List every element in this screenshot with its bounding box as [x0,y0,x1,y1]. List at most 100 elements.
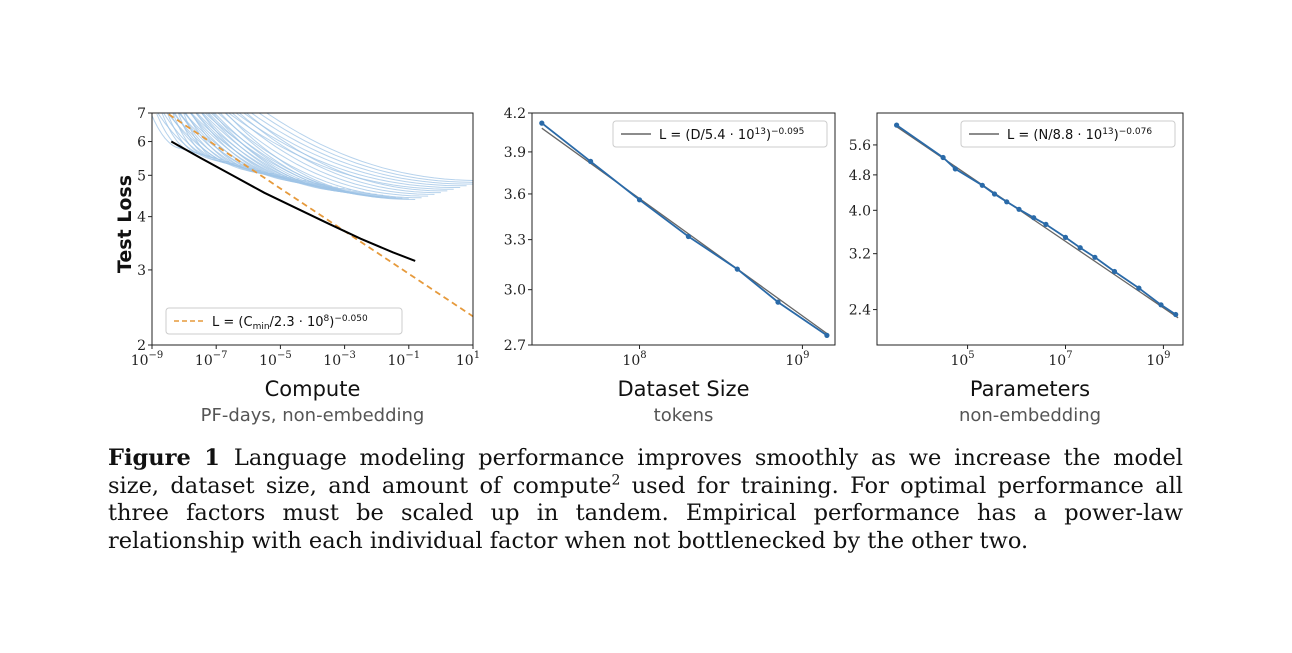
x-axis-title: Parameters [970,377,1090,401]
legend-exponent: −0.050 [334,314,368,324]
x-axis-subtitle: tokens [654,405,714,426]
caption-text-2: used for training. For optimal performan… [108,472,1183,554]
training-run-curve [152,115,185,150]
y-tick-label: 3.0 [504,283,526,299]
legend-box [960,120,1176,148]
data-point [1031,215,1037,221]
x-tick-base: 10 [622,353,640,369]
data-point [588,158,594,164]
caption-footnote: 2 [611,472,621,488]
y-tick-label: 6 [137,135,146,151]
x-axis-title: Compute [265,377,361,401]
y-tick-label: 3.2 [849,247,871,263]
y-axis-title: Test Loss [114,175,136,273]
legend-text-part: ) [1114,128,1119,143]
data-point [539,120,545,126]
x-tick-label: 10−3 [323,350,356,369]
x-tick-base: 10 [785,353,803,369]
y-tick-label: 3.9 [504,145,526,161]
x-tick-exponent: −5 [277,350,292,361]
training-run-curve [265,113,473,182]
plot-frame [876,112,1184,346]
x-tick-base: 10 [456,353,474,369]
x-tick-exponent: 5 [968,350,974,361]
x-tick-base: 10 [1048,353,1066,369]
data-series-line [896,124,1177,316]
data-point [1043,221,1049,227]
data-point [979,182,985,188]
figure-caption: Figure 1 Language modeling performance im… [108,445,1183,555]
legend-text-part: ) [329,315,334,330]
y-tick-label: 5.6 [849,138,871,154]
power-law-fit-line [541,127,828,335]
legend-label: L = (N/8.8 · 1013)−0.076 [1007,127,1152,143]
training-run-curve [231,113,435,195]
x-axis-title: Dataset Size [617,377,749,401]
parameters-panel: 105 107 1092.43.24.04.85.6Parametersnon-em… [849,112,1184,426]
legend-text-part: /2.3 · 10 [270,315,324,330]
data-point [636,197,643,203]
x-tick-base: 10 [1146,353,1164,369]
x-axis-subtitle: PF-days, non-embedding [201,405,425,426]
legend-text-part: L = (C [212,315,253,330]
data-point [952,166,958,172]
plot-frame [151,112,474,346]
x-tick-label: 108 [622,350,646,369]
data-point [1016,206,1022,212]
y-tick-label: 2 [137,338,146,354]
legend-subscript: min [253,322,270,332]
caption-label: Figure 1 [108,445,220,471]
legend-superscript: 13 [1102,127,1113,137]
compute-frontier-line [170,140,416,262]
x-tick-label: 10−7 [195,350,228,369]
y-tick-label: 2.4 [849,303,871,319]
y-tick-label: 3 [137,263,146,279]
data-point [1173,311,1179,318]
x-tick-exponent: 8 [640,350,646,361]
x-tick-label: 109 [785,350,809,369]
x-tick-label: 109 [1146,350,1170,369]
x-tick-exponent: 9 [803,350,809,361]
x-tick-label: 107 [1048,350,1072,369]
data-point [1062,234,1069,240]
x-tick-base: 10 [131,353,149,369]
y-tick-label: 4 [137,210,146,226]
compute-panel: 10−9 10−7 10−5 10−3 10−1 101234567ComputePF-d… [114,106,480,426]
y-tick-label: 4.2 [504,106,526,122]
x-tick-base: 10 [323,353,341,369]
power-law-fit-line [165,113,473,318]
caption-text-1: Language modeling performance improves s… [108,445,1183,499]
data-point [1158,302,1164,308]
legend-text-part: ) [766,128,771,143]
data-point [991,191,998,197]
x-tick-base: 10 [950,353,968,369]
y-tick-label: 4.8 [849,168,871,184]
plot-frame [531,112,836,346]
data-point [775,299,781,305]
data-point [1004,199,1010,205]
training-run-curve [250,113,473,185]
y-tick-label: 5 [137,168,146,184]
training-run-curve [242,113,467,187]
legend-text-part: L = (D/5.4 · 10 [659,128,754,143]
x-tick-exponent: −3 [341,350,356,361]
training-run-curve [227,113,454,190]
x-tick-base: 10 [259,353,277,369]
x-tick-label: 10−9 [131,350,164,369]
data-point [685,233,692,240]
x-tick-exponent: 7 [1066,350,1072,361]
y-tick-label: 4.0 [849,203,871,219]
legend-exponent: −0.095 [771,127,804,137]
legend-exponent: −0.076 [1119,127,1153,137]
x-tick-exponent: −9 [149,350,164,361]
legend-text-part: L = (N/8.8 · 10 [1007,128,1102,143]
data-point [1092,254,1098,260]
data-point [1111,268,1118,275]
legend-superscript: 8 [324,314,330,324]
data-series-line [541,122,828,337]
legend-superscript: 13 [754,127,765,137]
training-run-curve [238,113,441,194]
training-run-curve [258,113,473,183]
x-tick-exponent: −7 [213,350,228,361]
